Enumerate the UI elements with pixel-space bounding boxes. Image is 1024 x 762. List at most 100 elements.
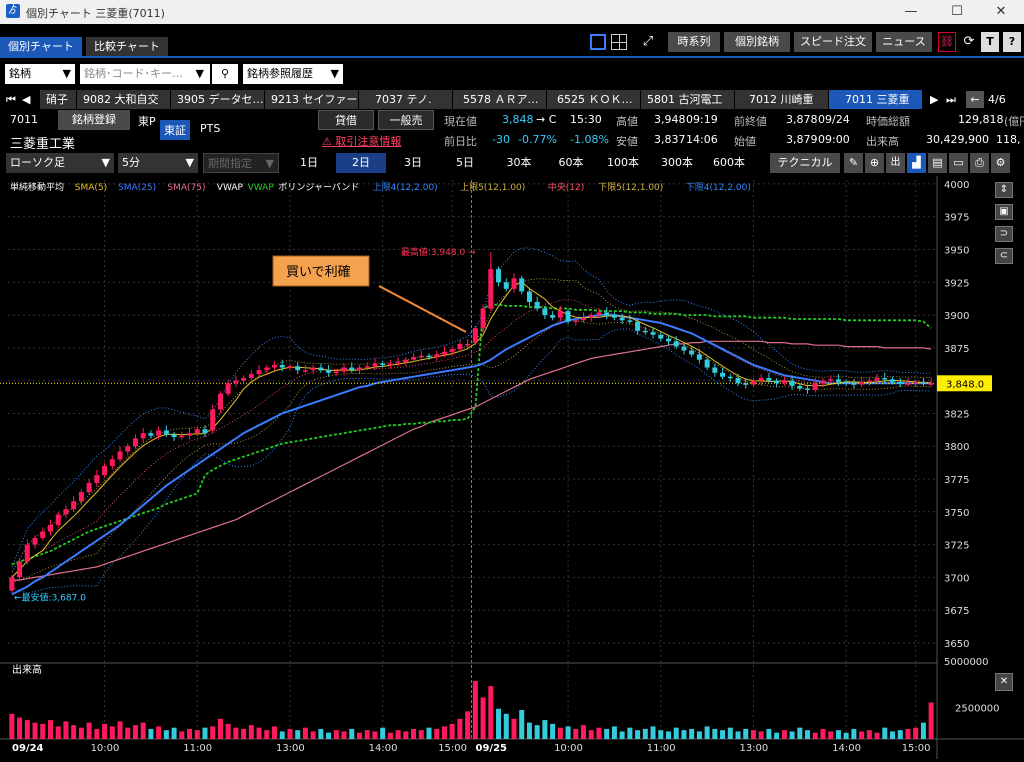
stock-tab[interactable]: 5801 古河電工: [641, 90, 734, 109]
period-select-label: 期間指定: [208, 157, 252, 170]
settings-gear-icon[interactable]: ⚙: [991, 153, 1010, 173]
minimize-button[interactable]: —: [904, 4, 918, 19]
volume-bar: [441, 726, 447, 739]
search-input[interactable]: 銘柄･コード･キー… ▼: [80, 64, 210, 84]
stock-tab[interactable]: 6525 ＫＯＫ…: [547, 90, 640, 109]
individual-stock-button[interactable]: 個別銘柄: [724, 32, 790, 52]
candle-body: [673, 341, 679, 347]
chart-type-select[interactable]: ローソク足 ▼: [6, 153, 114, 173]
volume-toggle-icon[interactable]: 出: [886, 153, 905, 173]
period-100[interactable]: 100本: [607, 156, 639, 169]
stock-tab[interactable]: 9082 大和自交: [77, 90, 170, 109]
grid-layout-icon[interactable]: [611, 34, 627, 50]
volume-bar: [565, 726, 571, 739]
market-tse[interactable]: 東証: [160, 120, 190, 140]
news-button[interactable]: ニュース: [876, 32, 932, 52]
save-icon[interactable]: ▤: [928, 153, 947, 173]
search-icon[interactable]: ⚲: [212, 64, 238, 84]
brand-select[interactable]: 銘柄 ▼: [5, 64, 75, 84]
lock-icon[interactable]: ▣: [995, 204, 1013, 220]
chart-area[interactable]: 4000397539503925390038753850382538003775…: [0, 176, 1024, 759]
candle-body: [735, 378, 741, 384]
period-600[interactable]: 600本: [713, 156, 745, 169]
chart-style-icon[interactable]: ▟: [907, 153, 926, 173]
help-icon[interactable]: ?: [1003, 32, 1021, 52]
candle-body: [356, 367, 362, 371]
speed-order-button[interactable]: スピード注文: [794, 32, 872, 52]
period-30[interactable]: 30本: [506, 156, 532, 169]
single-layout-icon[interactable]: [590, 34, 606, 50]
candle-body: [704, 359, 710, 368]
expand-icon[interactable]: ⤢: [642, 34, 654, 49]
folder-icon[interactable]: ▭: [949, 153, 968, 173]
maximize-button[interactable]: ☐: [951, 4, 963, 19]
volume-bar: [140, 722, 146, 739]
print-icon[interactable]: ⎙: [970, 153, 989, 173]
link-icon[interactable]: ⛓: [938, 32, 956, 52]
close-volume-icon[interactable]: ✕: [995, 673, 1013, 691]
period-5d[interactable]: 5日: [456, 156, 474, 169]
legend-item: VWAP: [217, 183, 244, 193]
volume-bar: [673, 727, 679, 739]
caution-link[interactable]: ⚠ 取引注意情報: [322, 133, 401, 149]
candle-body: [627, 320, 633, 322]
first-icon[interactable]: ⏮: [6, 93, 16, 106]
timeseries-button[interactable]: 時系列: [668, 32, 720, 52]
tab-underline: [0, 56, 1024, 58]
candle-body: [681, 346, 687, 351]
period-300[interactable]: 300本: [661, 156, 693, 169]
candle-body: [78, 492, 84, 502]
interval-select[interactable]: 5分 ▼: [118, 153, 198, 173]
tab-compare-chart[interactable]: 比較チャート: [86, 37, 168, 56]
prev-icon[interactable]: ◀: [22, 93, 31, 106]
text-size-icon[interactable]: T: [981, 32, 999, 52]
stock-tab[interactable]: 7037 テノ.: [359, 90, 452, 109]
candle-body: [163, 430, 169, 435]
period-1d[interactable]: 1日: [300, 156, 318, 169]
volume-bar: [581, 725, 587, 739]
pencil-icon[interactable]: ✎: [844, 153, 863, 173]
time-label: 14:00: [832, 743, 861, 754]
zoom-icon[interactable]: ⊕: [865, 153, 884, 173]
volume-bar: [457, 718, 463, 739]
stock-tab[interactable]: 3905 データセ…: [171, 90, 264, 109]
tab-individual-chart[interactable]: 個別チャート: [0, 37, 82, 56]
undo-icon[interactable]: ⊃: [995, 226, 1013, 242]
candle-body: [341, 367, 347, 372]
price-tick-label: 3650: [944, 639, 969, 650]
register-button[interactable]: 銘柄登録: [58, 110, 130, 130]
last-icon[interactable]: ⏭: [946, 93, 956, 106]
period-select[interactable]: 期間指定 ▼: [203, 153, 279, 173]
candle-body: [9, 577, 15, 591]
candle-body: [789, 380, 795, 386]
volume-bar: [619, 731, 625, 739]
candle-body: [712, 367, 718, 373]
chart-legend: 単純移動平均 SMA(5) SMA(25) SMA(75) VWAP VWAP ボリンジャー…: [10, 181, 751, 193]
stock-tab-active[interactable]: 7011 三菱重: [829, 90, 922, 109]
next-icon[interactable]: ▶: [930, 93, 939, 106]
stock-info-panel: 7011 銘柄登録 東P 東証 PTS 三菱重工業 貸借 一般売 ⚠ 取引注意情…: [0, 110, 1024, 152]
stock-tab[interactable]: 7012 川崎重: [735, 90, 828, 109]
period-60[interactable]: 60本: [558, 156, 584, 169]
fit-icon[interactable]: ⇕: [995, 182, 1013, 198]
technical-button[interactable]: テクニカル: [770, 153, 840, 173]
volume-bar: [225, 723, 231, 739]
stock-tab[interactable]: 9213 セイファート: [265, 90, 358, 109]
chart-markers: 最高値:3,948.0 → ←最安値:3,687.0 買いで利確: [14, 246, 476, 603]
period-2d[interactable]: 2日: [336, 153, 386, 173]
stock-tab[interactable]: 5578 ＡＲア…: [453, 90, 546, 109]
volume-bar: [472, 681, 478, 739]
back-icon[interactable]: ←: [966, 91, 984, 108]
candle-body: [248, 374, 254, 379]
close-button[interactable]: ✕: [995, 4, 1007, 19]
refresh-icon[interactable]: ⟳: [963, 34, 975, 49]
candle-body: [148, 433, 154, 436]
redo-icon[interactable]: ⊂: [995, 248, 1013, 264]
stock-tab[interactable]: 硝子: [40, 90, 76, 109]
volume-bar: [333, 730, 339, 739]
candle-body: [859, 381, 865, 385]
history-select[interactable]: 銘柄参照履歴 ▼: [243, 64, 343, 84]
market-pts[interactable]: PTS: [200, 122, 221, 135]
candle-body: [920, 381, 926, 384]
period-3d[interactable]: 3日: [404, 156, 422, 169]
